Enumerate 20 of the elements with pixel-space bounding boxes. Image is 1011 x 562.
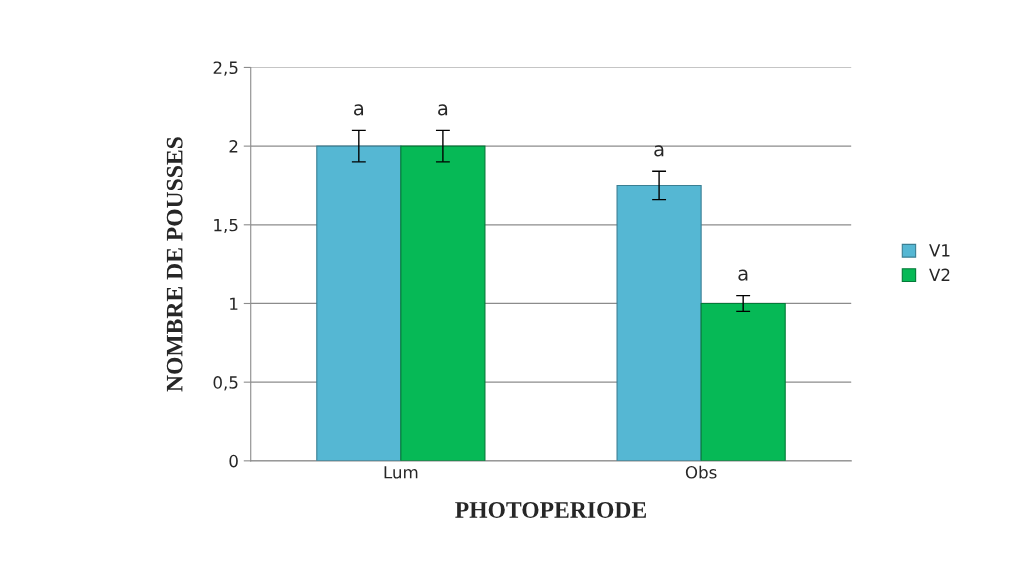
y-tick-label: 0 [229,454,238,468]
annotation: a [738,269,748,281]
x-axis-title: PHOTOPERIODE [455,502,646,518]
bar [616,184,702,461]
annotation: a [654,145,664,157]
x-tick-label: Obs [685,465,717,479]
y-tick-label: 0,5 [213,376,238,391]
bar [316,145,402,461]
annotation: a [438,104,448,116]
annotation: a [354,104,364,116]
bar [400,145,486,461]
y-tick-label: 2 [229,140,238,153]
y-axis-title: NOMBRE DE POUSSES [166,137,183,392]
y-tick-label: 1,5 [214,218,238,234]
legend-label: V1 [929,244,950,257]
legend-label: V2 [929,268,950,281]
x-tick-label: Lum [384,466,418,479]
y-tick-label: 1 [230,297,238,310]
y-tick-label: 2,5 [213,61,238,76]
bar [700,302,786,461]
